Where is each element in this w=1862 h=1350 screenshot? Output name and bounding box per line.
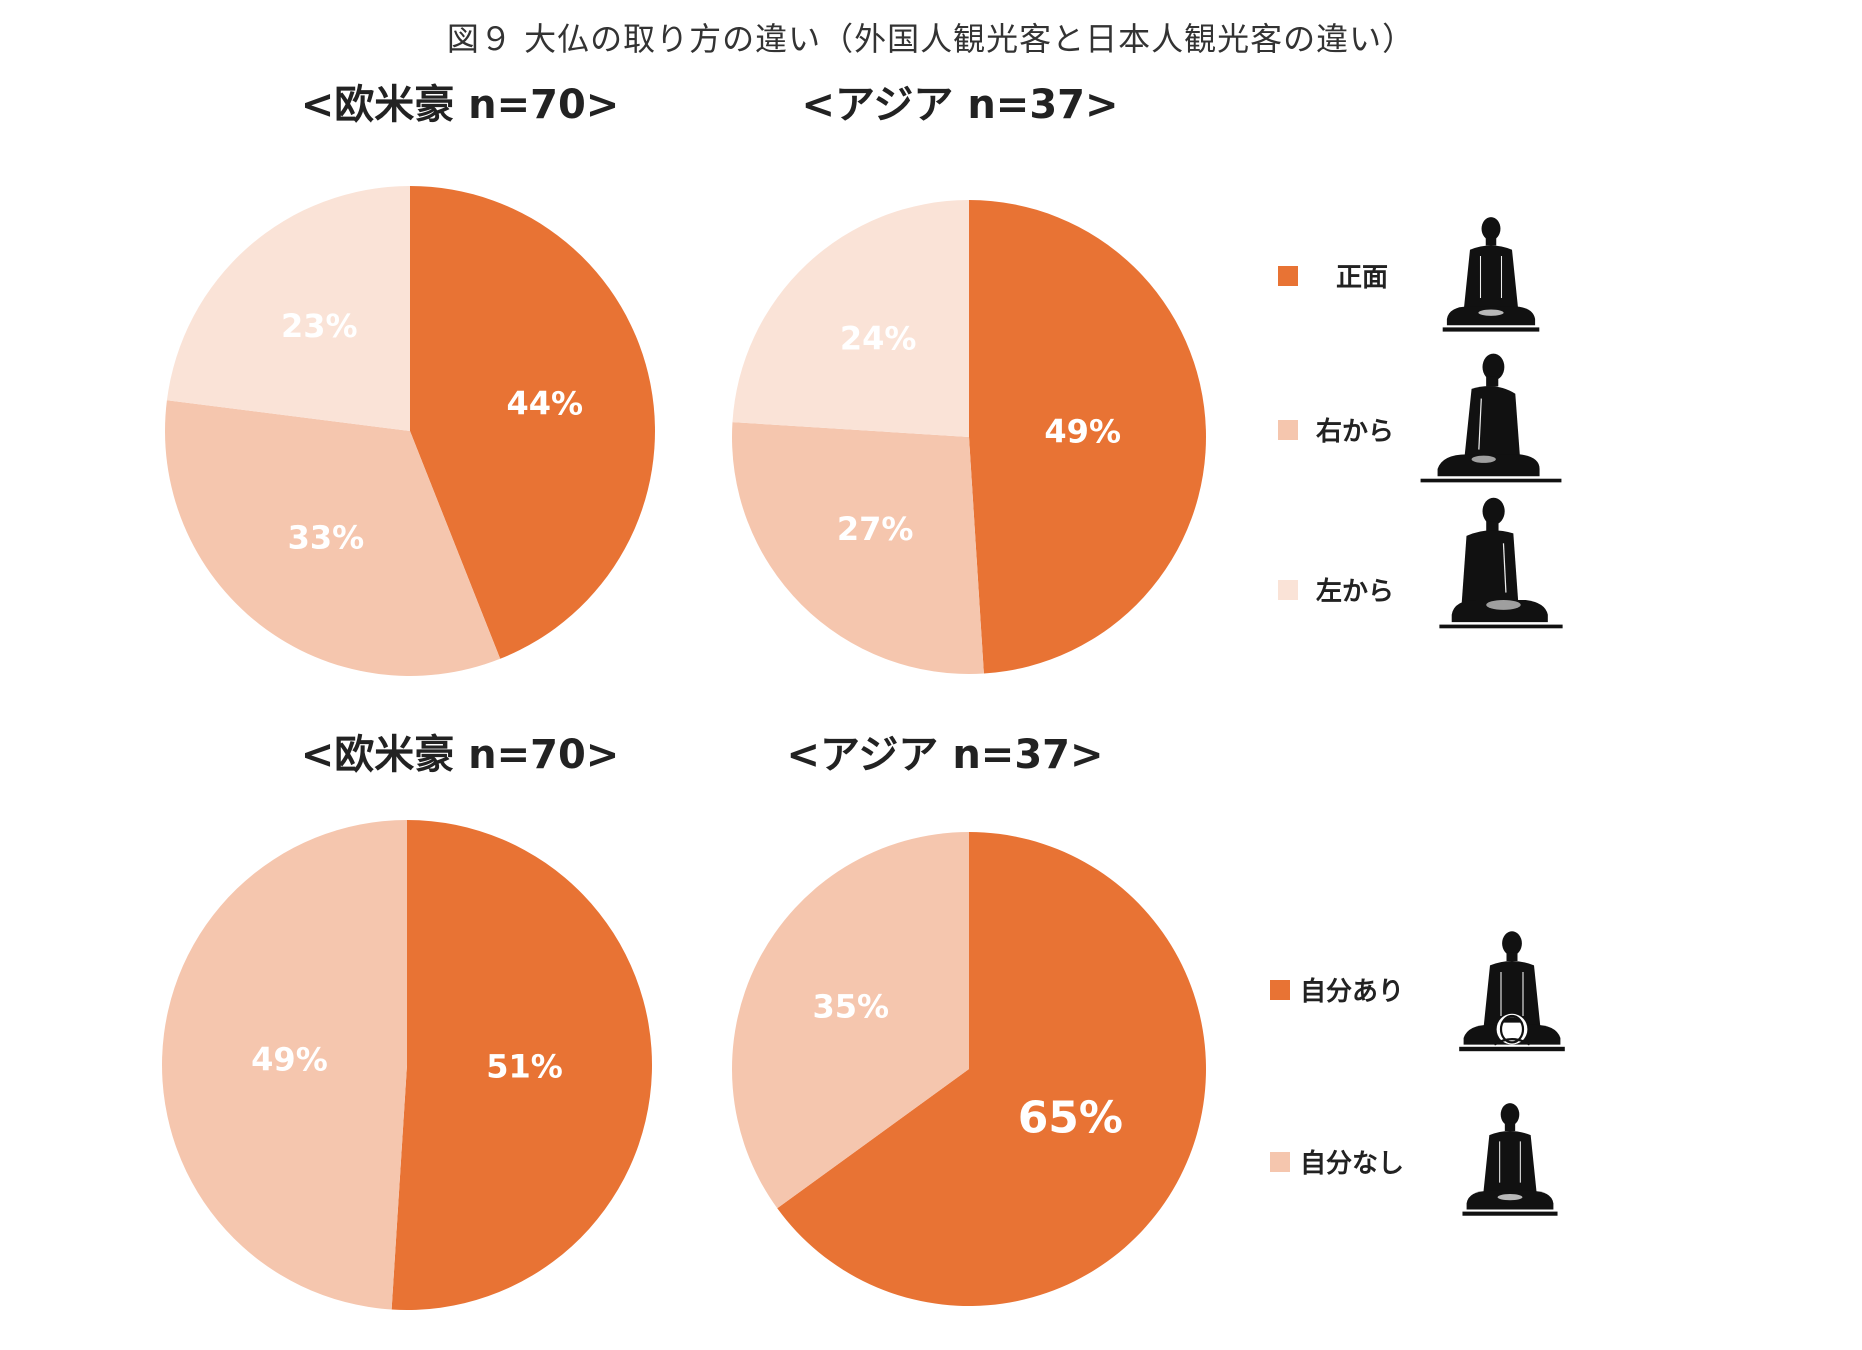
legend-label-left: 左から [1316,577,1395,607]
pie-slice-western-angle-0 [410,186,655,659]
pie-chart-asia-self: 65% 35% [732,832,1206,1306]
legend-label-right: 右から [1316,417,1395,447]
chart-title-asia-top: <アジア n=37> [801,82,1119,128]
pie-slice-western-self-1 [162,820,407,1310]
chart-title-western-bottom: <欧米豪 n=70> [300,732,620,778]
legend-item-without-self: 自分なし [1270,1143,1404,1180]
legend-swatch-right [1278,419,1298,440]
legend-item-right: 右から [1278,411,1394,448]
legend-label-front: 正面 [1336,263,1389,293]
pie-label-asia-angle-2: 24% [840,319,917,357]
chart-title-asia-bottom: <アジア n=37> [786,732,1104,778]
pie-label-western-angle-0: 44% [506,384,583,422]
pie-chart-western-self: 51% 49% [162,820,653,1310]
legend-swatch-front [1278,265,1298,286]
buddha-without-self-icon [1462,1103,1558,1216]
buddha-front-icon [1442,217,1540,332]
buddha-left-icon [1439,497,1563,629]
pie-chart-western-angle: 44% 33% 23% [165,186,655,676]
legend-swatch-left [1278,579,1298,600]
pie-label-western-self-0: 51% [486,1048,563,1086]
chart-title-western-top: <欧米豪 n=70> [300,82,620,128]
legend-label-with-self: 自分あり [1300,977,1405,1007]
pie-label-asia-self-1: 35% [812,988,889,1026]
legend-item-front: 正面 [1278,257,1388,294]
pie-label-asia-self-0: 65% [1018,1093,1123,1144]
pie-label-western-self-1: 49% [251,1040,328,1078]
pie-slice-asia-angle-0 [969,200,1206,674]
buddha-with-self-icon [1459,931,1565,1052]
pie-label-asia-angle-0: 49% [1044,412,1121,450]
pie-slice-asia-angle-2 [732,200,969,437]
pie-chart-asia-angle: 49% 27% 24% [732,200,1206,674]
pie-slice-asia-self-0 [777,832,1206,1306]
pie-slice-asia-angle-1 [732,422,984,674]
pie-label-western-angle-1: 33% [288,518,365,556]
legend-label-without-self: 自分なし [1300,1149,1405,1179]
legend-item-left: 左から [1278,571,1394,608]
buddha-right-icon [1420,353,1562,483]
pie-slice-western-angle-1 [165,400,501,676]
pie-slice-western-self-0 [391,820,653,1310]
pie-slice-western-angle-2 [166,186,410,431]
pie-label-asia-angle-1: 27% [837,510,914,548]
figure-title: 図９ 大仏の取り方の違い（外国人観光客と日本人観光客の違い） [446,20,1416,58]
legend-item-with-self: 自分あり [1270,971,1404,1008]
legend-swatch-with-self [1270,979,1290,1000]
pie-label-western-angle-2: 23% [281,307,358,345]
legend-swatch-without-self [1270,1151,1290,1172]
pie-slice-asia-self-1 [732,832,969,1209]
